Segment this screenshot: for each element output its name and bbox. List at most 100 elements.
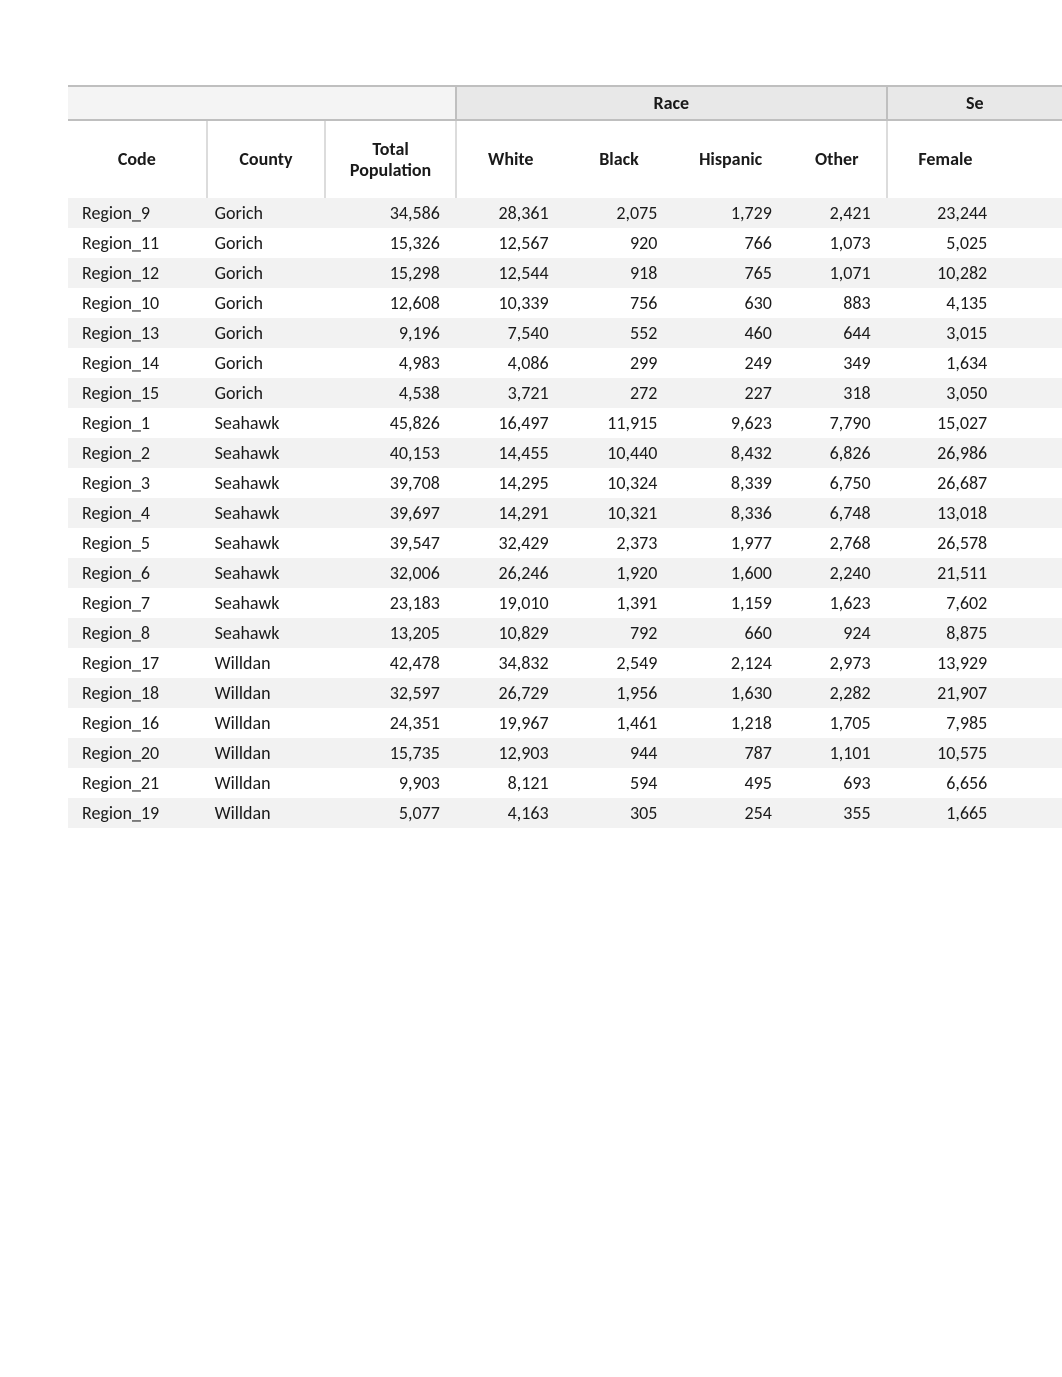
col-header-total-population: Total Population xyxy=(325,120,456,198)
cell-other: 2,282 xyxy=(788,678,887,708)
cell-tail xyxy=(1003,798,1062,828)
cell-county: Seahawk xyxy=(207,498,326,528)
cell-white: 19,010 xyxy=(456,588,565,618)
cell-black: 792 xyxy=(565,618,674,648)
cell-total-population: 13,205 xyxy=(325,618,456,648)
cell-code: Region_19 xyxy=(68,798,207,828)
table-row: Region_3Seahawk39,70814,29510,3248,3396,… xyxy=(68,468,1062,498)
cell-other: 2,973 xyxy=(788,648,887,678)
cell-tail xyxy=(1003,318,1062,348)
cell-code: Region_9 xyxy=(68,198,207,228)
cell-other: 355 xyxy=(788,798,887,828)
cell-black: 272 xyxy=(565,378,674,408)
cell-hispanic: 1,600 xyxy=(673,558,788,588)
table-row: Region_16Willdan24,35119,9671,4611,2181,… xyxy=(68,708,1062,738)
cell-other: 1,101 xyxy=(788,738,887,768)
cell-tail xyxy=(1003,498,1062,528)
cell-code: Region_7 xyxy=(68,588,207,618)
cell-code: Region_10 xyxy=(68,288,207,318)
col-header-white: White xyxy=(456,120,565,198)
cell-other: 6,826 xyxy=(788,438,887,468)
cell-total-population: 15,298 xyxy=(325,258,456,288)
cell-other: 1,073 xyxy=(788,228,887,258)
table-body: Region_9Gorich34,58628,3612,0751,7292,42… xyxy=(68,198,1062,828)
cell-total-population: 39,708 xyxy=(325,468,456,498)
cell-total-population: 45,826 xyxy=(325,408,456,438)
cell-tail xyxy=(1003,348,1062,378)
table-row: Region_17Willdan42,47834,8322,5492,1242,… xyxy=(68,648,1062,678)
cell-female: 8,875 xyxy=(887,618,1004,648)
cell-county: Seahawk xyxy=(207,438,326,468)
group-header-race: Race xyxy=(456,86,887,120)
cell-other: 924 xyxy=(788,618,887,648)
cell-tail xyxy=(1003,588,1062,618)
cell-black: 2,373 xyxy=(565,528,674,558)
cell-county: Gorich xyxy=(207,378,326,408)
group-header-row: Race Se xyxy=(68,86,1062,120)
col-header-hispanic: Hispanic xyxy=(673,120,788,198)
cell-total-population: 32,597 xyxy=(325,678,456,708)
cell-hispanic: 1,218 xyxy=(673,708,788,738)
cell-county: Gorich xyxy=(207,288,326,318)
cell-black: 11,915 xyxy=(565,408,674,438)
group-header-blank xyxy=(325,86,456,120)
table-row: Region_6Seahawk32,00626,2461,9201,6002,2… xyxy=(68,558,1062,588)
cell-county: Willdan xyxy=(207,768,326,798)
cell-tail xyxy=(1003,708,1062,738)
cell-tail xyxy=(1003,378,1062,408)
cell-white: 12,544 xyxy=(456,258,565,288)
cell-hispanic: 1,630 xyxy=(673,678,788,708)
cell-other: 2,421 xyxy=(788,198,887,228)
cell-hispanic: 254 xyxy=(673,798,788,828)
cell-hispanic: 8,432 xyxy=(673,438,788,468)
cell-hispanic: 1,977 xyxy=(673,528,788,558)
cell-county: Seahawk xyxy=(207,618,326,648)
cell-tail xyxy=(1003,228,1062,258)
cell-code: Region_21 xyxy=(68,768,207,798)
cell-white: 4,086 xyxy=(456,348,565,378)
cell-hispanic: 227 xyxy=(673,378,788,408)
cell-other: 6,748 xyxy=(788,498,887,528)
cell-hispanic: 660 xyxy=(673,618,788,648)
cell-female: 1,665 xyxy=(887,798,1004,828)
cell-white: 12,567 xyxy=(456,228,565,258)
col-header-total-population-l2: Population xyxy=(326,160,455,181)
cell-black: 944 xyxy=(565,738,674,768)
cell-white: 4,163 xyxy=(456,798,565,828)
cell-code: Region_14 xyxy=(68,348,207,378)
table-row: Region_14Gorich4,9834,0862992493491,634 xyxy=(68,348,1062,378)
col-header-black: Black xyxy=(565,120,674,198)
cell-white: 32,429 xyxy=(456,528,565,558)
cell-tail xyxy=(1003,678,1062,708)
cell-black: 1,920 xyxy=(565,558,674,588)
cell-total-population: 4,983 xyxy=(325,348,456,378)
cell-hispanic: 460 xyxy=(673,318,788,348)
cell-hispanic: 765 xyxy=(673,258,788,288)
cell-code: Region_6 xyxy=(68,558,207,588)
cell-black: 10,440 xyxy=(565,438,674,468)
cell-white: 10,829 xyxy=(456,618,565,648)
cell-female: 21,511 xyxy=(887,558,1004,588)
cell-black: 305 xyxy=(565,798,674,828)
cell-county: Gorich xyxy=(207,258,326,288)
cell-county: Willdan xyxy=(207,678,326,708)
table-row: Region_2Seahawk40,15314,45510,4408,4326,… xyxy=(68,438,1062,468)
cell-county: Seahawk xyxy=(207,558,326,588)
table-row: Region_15Gorich4,5383,7212722273183,050 xyxy=(68,378,1062,408)
cell-female: 1,634 xyxy=(887,348,1004,378)
cell-female: 26,687 xyxy=(887,468,1004,498)
cell-code: Region_5 xyxy=(68,528,207,558)
cell-code: Region_1 xyxy=(68,408,207,438)
col-header-tail xyxy=(1003,120,1062,198)
cell-total-population: 15,735 xyxy=(325,738,456,768)
cell-female: 26,578 xyxy=(887,528,1004,558)
cell-county: Gorich xyxy=(207,348,326,378)
cell-total-population: 23,183 xyxy=(325,588,456,618)
cell-female: 3,050 xyxy=(887,378,1004,408)
cell-black: 10,321 xyxy=(565,498,674,528)
cell-code: Region_18 xyxy=(68,678,207,708)
cell-tail xyxy=(1003,558,1062,588)
cell-hispanic: 630 xyxy=(673,288,788,318)
group-header-blank xyxy=(207,86,326,120)
cell-tail xyxy=(1003,468,1062,498)
